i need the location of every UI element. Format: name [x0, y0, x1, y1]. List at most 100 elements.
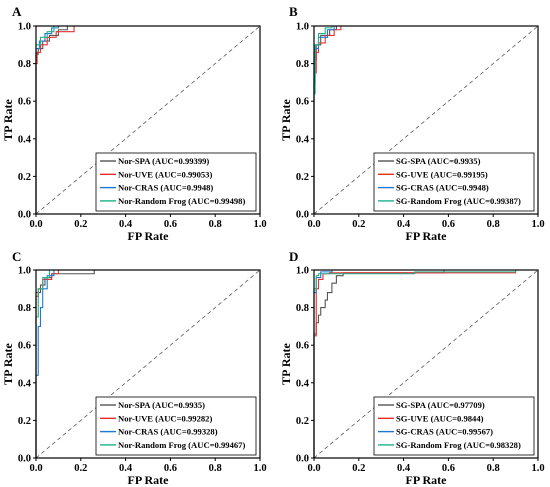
x-tick-label: 0.2 [352, 463, 365, 474]
x-tick-label: 0.8 [487, 219, 500, 230]
y-axis-label: TP Rate [279, 343, 293, 385]
y-tick-label: 0.4 [18, 378, 32, 389]
x-axis-label: FP Rate [128, 473, 170, 487]
x-tick-label: 0.6 [164, 463, 177, 474]
panel-c: C 0.00.0 0.2 0.2 0.4 0.4 0.6 0.6 0.8 0.8 1.0 1.0 FP … [1, 249, 267, 487]
y-tick-label: 1.0 [18, 22, 31, 33]
legend-entry: Nor-Random Frog (AUC=0.99498) [118, 196, 245, 206]
y-tick-label: 0.2 [18, 172, 31, 183]
legend-box [373, 396, 535, 456]
plot-frame [313, 269, 539, 459]
x-tick-label: 0.8 [209, 219, 222, 230]
x-tick-label: 0.0 [29, 219, 42, 230]
x-tick-label: 0.0 [307, 463, 320, 474]
y-tick-label: 0.0 [296, 454, 309, 465]
legend: Nor-SPA (AUC=0.9935) Nor-UVE (AUC=0.99282… [95, 396, 257, 456]
legend-entry: Nor-SPA (AUC=0.99399) [118, 156, 209, 166]
legend-entry: SG-UVE (AUC=0.99195) [396, 169, 488, 179]
legend: Nor-SPA (AUC=0.99399) Nor-UVE (AUC=0.9905… [95, 152, 257, 212]
roc-curve-3 [35, 25, 260, 214]
y-tick-label: 0.6 [18, 97, 31, 108]
legend-entry: Nor-SPA (AUC=0.9935) [118, 400, 205, 410]
legend: SG-SPA (AUC=0.9935) SG-UVE (AUC=0.99195) S… [373, 152, 535, 212]
y-tick-label: 0.4 [296, 378, 310, 389]
x-axis-label: FP Rate [128, 229, 170, 243]
x-tick-label: 0.2 [74, 219, 87, 230]
legend-entry: SG-SPA (AUC=0.9935) [396, 156, 481, 166]
roc-curve-3 [35, 269, 260, 458]
roc-curve-2 [313, 269, 538, 458]
legend-entry: Nor-CRAS (AUC=0.99328) [118, 427, 218, 437]
roc-curve-4 [35, 25, 260, 214]
legend-entry: Nor-UVE (AUC=0.99282) [118, 413, 212, 423]
y-tick-label: 0.8 [296, 303, 309, 314]
legend-entry: SG-SPA (AUC=0.97709) [396, 400, 485, 410]
legend-entry: SG-Random Frog (AUC=0.98328) [396, 440, 521, 450]
panel-a: A 0.00.0 0.2 0.2 0.4 0.4 0.6 0.6 0.8 0.8 1.0 1.0 FP … [1, 4, 267, 243]
x-tick-label: 0.6 [442, 219, 455, 230]
y-tick-label: 0.8 [296, 59, 309, 70]
roc-curve-4 [313, 25, 538, 214]
x-tick-label: 0.2 [352, 219, 365, 230]
x-tick-label: 0.8 [487, 463, 500, 474]
panel-letter: A [12, 4, 22, 19]
legend-entry: SG-CRAS (AUC=0.99567) [396, 427, 493, 437]
y-tick-label: 0.0 [18, 210, 31, 221]
y-tick-label: 0.6 [296, 97, 309, 108]
legend-box [95, 152, 257, 212]
plot-frame [313, 25, 539, 215]
y-tick-label: 0.6 [296, 341, 309, 352]
x-tick-label: 0.4 [397, 219, 411, 230]
roc-curve-1 [35, 25, 260, 214]
x-tick-label: 0.8 [209, 463, 222, 474]
x-tick-label: 0.2 [74, 463, 87, 474]
y-tick-label: 0.4 [296, 134, 310, 145]
roc-curve-2 [313, 25, 538, 214]
legend-entry: Nor-Random Frog (AUC=0.99467) [118, 440, 245, 450]
y-tick-label: 0.4 [18, 134, 32, 145]
legend-entry: Nor-UVE (AUC=0.99053) [118, 169, 212, 179]
y-tick-label: 0.2 [296, 416, 309, 427]
x-tick-label: 0.4 [119, 463, 133, 474]
y-axis-label: TP Rate [279, 99, 293, 141]
roc-curve-4 [35, 269, 260, 458]
y-axis-label: TP Rate [1, 99, 15, 141]
y-tick-label: 0.8 [18, 303, 31, 314]
x-tick-label: 0.6 [442, 463, 455, 474]
plot-frame [35, 269, 261, 459]
legend-box [95, 396, 257, 456]
x-tick-label: 0.6 [164, 219, 177, 230]
legend-entry: SG-UVE (AUC=0.9844) [396, 413, 484, 423]
panel-b: B 0.00.0 0.2 0.2 0.4 0.4 0.6 0.6 0.8 0.8 1.0 1.0 FP … [279, 4, 545, 243]
y-tick-label: 0.0 [296, 210, 309, 221]
plot-frame [35, 25, 261, 215]
y-tick-label: 1.0 [296, 266, 309, 277]
x-tick-label: 1.0 [253, 463, 266, 474]
y-tick-label: 1.0 [18, 266, 31, 277]
y-tick-label: 0.0 [18, 454, 31, 465]
panel-letter: C [12, 249, 21, 264]
y-tick-label: 0.2 [18, 416, 31, 427]
y-tick-label: 0.8 [18, 59, 31, 70]
x-tick-label: 1.0 [253, 219, 266, 230]
legend: SG-SPA (AUC=0.97709) SG-UVE (AUC=0.9844) S… [373, 396, 535, 456]
x-tick-label: 1.0 [531, 463, 544, 474]
x-tick-label: 0.4 [119, 219, 133, 230]
roc-curve-3 [313, 269, 538, 458]
panel-letter: D [289, 249, 298, 264]
panel-d: D 0.00.0 0.2 0.2 0.4 0.4 0.6 0.6 0.8 0.8 1.0 1.0 FP … [279, 249, 545, 487]
x-axis-label: FP Rate [406, 473, 448, 487]
panel-letter: B [289, 4, 298, 19]
x-axis-label: FP Rate [406, 229, 448, 243]
legend-box [373, 152, 535, 212]
x-tick-label: 0.0 [29, 463, 42, 474]
x-tick-label: 0.0 [307, 219, 320, 230]
legend-entry: SG-Random Frog (AUC=0.99387) [396, 196, 521, 206]
y-tick-label: 0.6 [18, 341, 31, 352]
y-axis-label: TP Rate [1, 343, 15, 385]
x-tick-label: 1.0 [531, 219, 544, 230]
legend-entry: SG-CRAS (AUC=0.9948) [396, 183, 489, 193]
legend-entry: Nor-CRAS (AUC=0.9948) [118, 183, 213, 193]
x-tick-label: 0.4 [397, 463, 411, 474]
